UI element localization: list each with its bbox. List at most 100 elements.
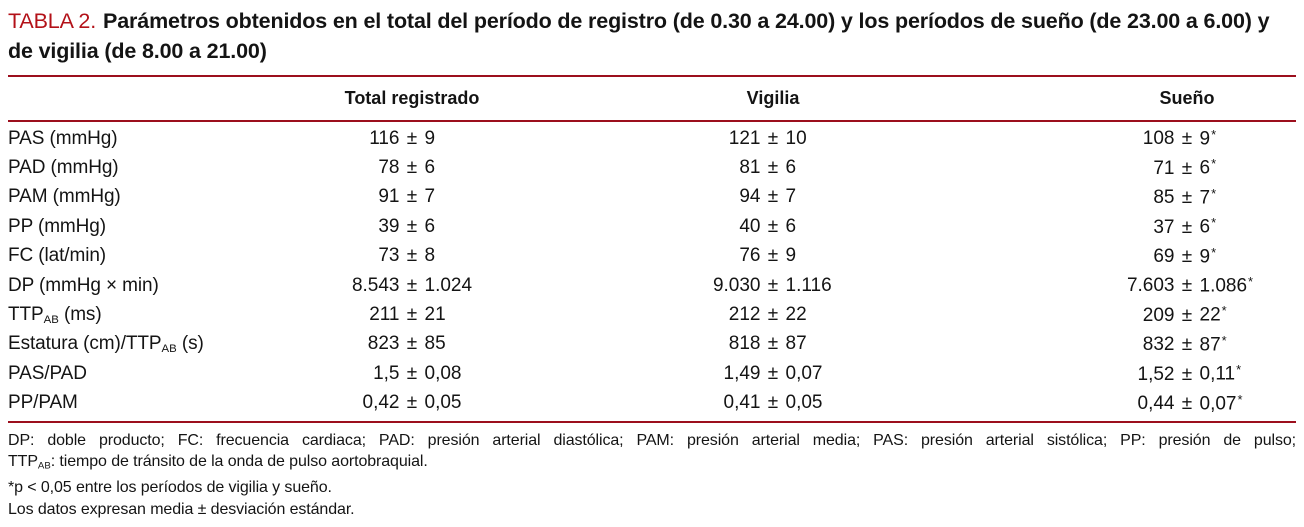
value-mean: 116 (369, 127, 400, 149)
value-mean: 85 (1153, 187, 1175, 209)
cell-vigilia: 818 ±87 (538, 333, 1008, 355)
plus-minus-sign: ± (1181, 304, 1193, 326)
value-mean: 0,42 (362, 392, 400, 414)
cell-total-registrado: 8.543 ±1.024 (286, 275, 538, 297)
value-sd: 7 (424, 186, 436, 208)
value-mean: 73 (378, 245, 400, 267)
cell-sueno: 69 ±9* (1008, 245, 1296, 268)
cell-vigilia: 76 ±9 (538, 245, 1008, 267)
plus-minus-sign: ± (1181, 245, 1193, 267)
cell-vigilia: 40 ±6 (538, 216, 1008, 238)
value-sd: 9* (1199, 244, 1217, 267)
table-body: PAS (mmHg) 116 ±9 121 ±10 108 ±9* PAD (mmHg) 78 ±… (8, 122, 1296, 421)
cell-vigilia: 0,41 ±0,05 (538, 392, 1008, 414)
cell-total-registrado: 78 ±6 (286, 157, 538, 179)
significance-asterisk: * (1237, 391, 1243, 407)
value-mean: 818 (728, 333, 761, 355)
value-sd: 87 (785, 333, 807, 355)
value-mean: 7.603 (1126, 275, 1175, 297)
table-row: Estatura (cm)/TTPAB (s) 823 ±85 818 ±87 832 ±8… (8, 330, 1296, 359)
plus-minus-sign: ± (406, 186, 418, 208)
cell-sueno: 0,44 ±0,07* (1008, 392, 1296, 415)
footnotes: DP: doble producto; FC: frecuencia cardi… (8, 430, 1296, 520)
value-mean: 832 (1142, 334, 1175, 356)
significance-asterisk: * (1211, 244, 1217, 260)
value-mean: 823 (367, 333, 400, 355)
cell-vigilia: 212 ±22 (538, 304, 1008, 326)
cell-vigilia: 121 ±10 (538, 128, 1008, 150)
cell-vigilia: 1,49 ±0,07 (538, 363, 1008, 385)
value-mean: 1,49 (723, 362, 761, 384)
value-mean: 209 (1142, 304, 1175, 326)
value-mean: 39 (378, 215, 400, 237)
value-sd: 1.116 (785, 274, 832, 296)
row-label: PAD (mmHg) (8, 157, 119, 179)
plus-minus-sign: ± (1181, 334, 1193, 356)
cell-sueno: 1,52 ±0,11* (1008, 362, 1296, 385)
significance-asterisk: * (1236, 362, 1242, 378)
cell-total-registrado: 91 ±7 (286, 186, 538, 208)
row-label: PP/PAM (8, 392, 78, 414)
value-sd: 6 (424, 215, 436, 237)
plus-minus-sign: ± (406, 392, 418, 414)
table-title: TABLA 2. Parámetros obtenidos en el total… (8, 6, 1296, 66)
cell-total-registrado: 823 ±85 (286, 333, 538, 355)
cell-sueno: 85 ±7* (1008, 186, 1296, 209)
plus-minus-sign: ± (767, 157, 779, 179)
cell-total-registrado: 73 ±8 (286, 245, 538, 267)
plus-minus-sign: ± (767, 392, 779, 414)
value-mean: 37 (1153, 216, 1175, 238)
value-sd: 6 (785, 157, 797, 179)
plus-minus-sign: ± (406, 274, 418, 296)
top-rule (8, 75, 1296, 77)
footnote-line: Los datos expresan media ± desviación es… (8, 500, 355, 518)
cell-total-registrado: 116 ±9 (286, 128, 538, 150)
value-sd: 0,05 (424, 392, 462, 414)
value-mean: 0,44 (1137, 392, 1175, 414)
cell-sueno: 108 ±9* (1008, 127, 1296, 150)
value-mean: 1,5 (373, 362, 400, 384)
significance-asterisk: * (1211, 126, 1217, 142)
table-row: PAM (mmHg) 91 ±7 94 ±7 85 ±7* (8, 183, 1296, 212)
plus-minus-sign: ± (406, 157, 418, 179)
table-row: TTPAB (ms) 211 ±21 212 ±22 209 ±22* (8, 300, 1296, 329)
row-label: Estatura (cm)/TTPAB (s) (8, 333, 204, 356)
cell-total-registrado: 0,42 ±0,05 (286, 392, 538, 414)
plus-minus-sign: ± (406, 245, 418, 267)
plus-minus-sign: ± (1181, 216, 1193, 238)
value-mean: 81 (739, 157, 761, 179)
footnote-line: *p < 0,05 entre los períodos de vigilia … (8, 479, 332, 497)
value-mean: 76 (739, 245, 761, 267)
cell-vigilia: 9.030 ±1.116 (538, 275, 1008, 297)
value-sd: 21 (424, 304, 446, 326)
cell-total-registrado: 39 ±6 (286, 216, 538, 238)
header-sueno: Sueño (1159, 88, 1215, 108)
table-row: PP/PAM 0,42 ±0,05 0,41 ±0,05 0,44 ±0,07* (8, 389, 1296, 418)
value-sd: 9* (1199, 126, 1217, 150)
table-number-label: TABLA 2. (8, 9, 97, 33)
cell-sueno: 832 ±87* (1008, 333, 1296, 356)
value-mean: 71 (1153, 157, 1175, 179)
value-sd: 22 (785, 304, 807, 326)
table-row: PAS/PAD 1,5 ±0,08 1,49 ±0,07 1,52 ±0,11* (8, 359, 1296, 388)
header-vigilia: Vigilia (746, 88, 800, 108)
row-label: TTPAB (ms) (8, 304, 102, 326)
table-row: PP (mmHg) 39 ±6 40 ±6 37 ±6* (8, 212, 1296, 241)
footnote-line: DP: doble producto; FC: frecuencia cardi… (8, 431, 1296, 449)
row-label: DP (mmHg × min) (8, 274, 159, 296)
plus-minus-sign: ± (767, 304, 779, 326)
value-sd: 22* (1199, 303, 1227, 326)
value-sd: 0,08 (424, 362, 462, 384)
value-mean: 212 (728, 304, 761, 326)
plus-minus-sign: ± (767, 186, 779, 208)
table-row: FC (lat/min) 73 ±8 76 ±9 69 ±9* (8, 242, 1296, 271)
significance-asterisk: * (1211, 215, 1217, 231)
cell-total-registrado: 1,5 ±0,08 (286, 363, 538, 385)
plus-minus-sign: ± (767, 127, 779, 149)
value-sd: 0,05 (785, 392, 823, 414)
table-header-row: Total registrado Vigilia Sueño (8, 77, 1296, 120)
table-row: DP (mmHg × min) 8.543 ±1.024 9.030 ±1.116 7.6… (8, 271, 1296, 300)
table-row: PAS (mmHg) 116 ±9 121 ±10 108 ±9* (8, 124, 1296, 153)
plus-minus-sign: ± (767, 215, 779, 237)
